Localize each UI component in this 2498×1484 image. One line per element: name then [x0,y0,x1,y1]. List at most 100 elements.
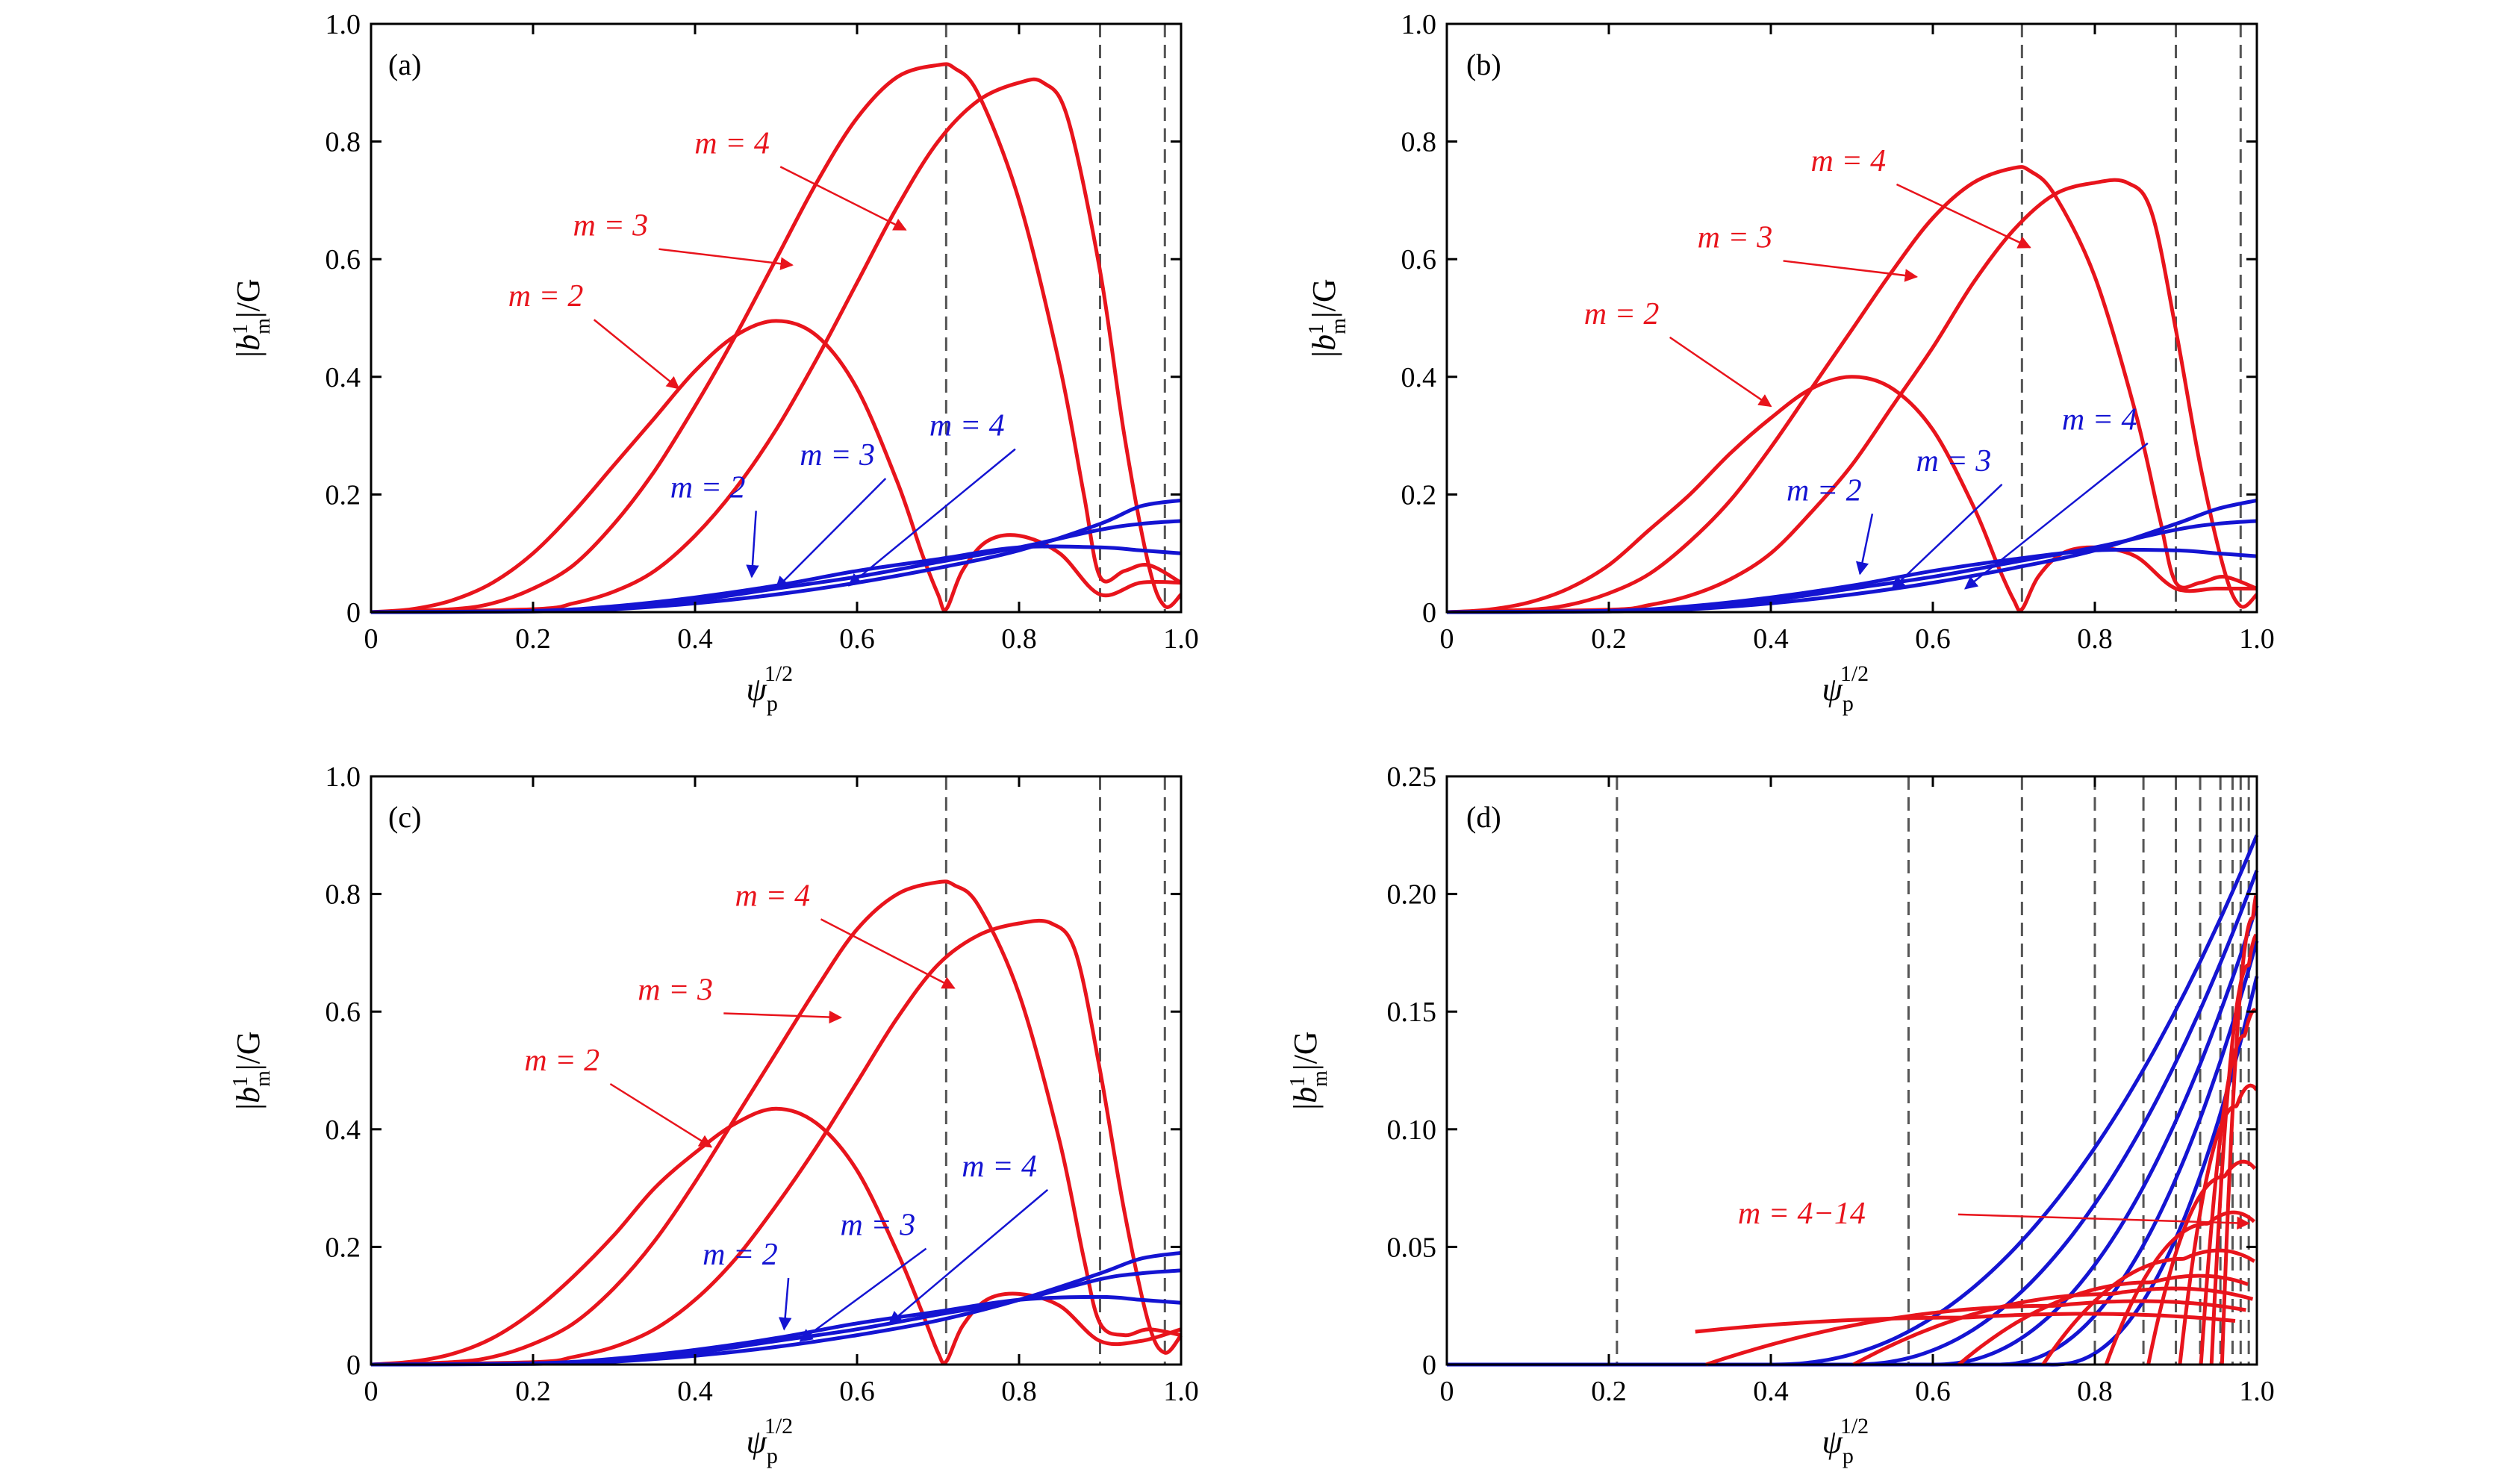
annotation-arrow-b-3 [1855,514,1874,576]
y-axis-pre-d: | [1287,1103,1324,1110]
x-tick-label-b-4: 0.8 [2077,623,2113,655]
x-axis-sub-a: p [767,691,778,716]
y-axis-symbol-a: b [230,334,267,351]
annotation-arrow-c-3 [778,1277,792,1331]
x-tick-label-d-3: 0.6 [1915,1376,1951,1407]
x-tick-label-c-0: 0 [364,1376,379,1407]
series-a-red-2 [370,77,1183,614]
y-tick-label-c-0: 0 [346,1350,361,1381]
y-tick-label-c-3: 0.6 [326,997,361,1028]
x-axis-sub-d: p [1843,1444,1854,1468]
y-axis-sup-a: 1 [229,324,252,334]
annotation-arrow-a-4 [775,478,887,590]
plot-frame-d [1445,775,2258,1366]
annotation-arrow-c-2 [820,918,956,989]
y-axis-post-d: |/G [1287,1031,1324,1070]
series-b-red-2 [1446,178,2258,614]
y-tick-label-d-5: 0.25 [1387,761,1437,793]
series-a-blue-4 [370,519,1182,614]
x-axis-sup-b: 1/2 [1840,661,1869,686]
x-tick-label-d-4: 0.8 [2077,1376,2113,1407]
y-axis-sub-c: m [252,1070,275,1087]
annotation-c-1: m = 3 [638,973,713,1007]
annotation-c-3: m = 2 [703,1238,778,1272]
x-tick-label-d-5: 1.0 [2239,1376,2275,1407]
y-tick-label-d-3: 0.15 [1387,997,1437,1028]
x-axis-sub-c: p [767,1444,778,1468]
annotation-arrow-a-0 [593,319,680,390]
series-d-blue-4 [1446,976,2259,1367]
x-tick-label-b-2: 0.4 [1753,623,1789,655]
x-tick-label-b-0: 0 [1440,623,1454,655]
series-c-red-2 [370,918,1183,1367]
y-tick-label-b-1: 0.2 [1401,479,1437,511]
annotation-arrow-c-4 [799,1247,927,1342]
annotation-b-5: m = 4 [2062,403,2137,437]
x-tick-label-c-2: 0.4 [677,1376,713,1407]
y-axis-sub-a: m [252,318,275,334]
y-tick-label-b-2: 0.4 [1401,362,1437,393]
y-tick-label-a-4: 0.8 [326,127,361,158]
series-d-red-4 [2041,1248,2255,1366]
x-axis-sub-b: p [1843,691,1854,716]
y-tick-label-b-3: 0.6 [1401,244,1437,275]
y-axis-label-b: |b1m|/G [1305,278,1351,357]
x-axis-label-b: ψp 1/2 [1822,661,1869,716]
series-c-blue-4 [370,1268,1182,1367]
panel-label-a: (a) [388,48,421,81]
annotation-a-2: m = 4 [694,126,770,160]
y-tick-label-a-2: 0.4 [326,362,361,393]
x-tick-label-b-3: 0.6 [1915,623,1951,655]
annotation-arrow-c-5 [888,1188,1049,1324]
y-axis-symbol-c: b [230,1087,267,1103]
series-b-blue-4 [1446,519,2258,614]
panel-label-d: (d) [1466,800,1501,834]
y-axis-post-c: |/G [230,1031,267,1070]
y-tick-label-d-1: 0.05 [1387,1232,1437,1263]
x-axis-label-a: ψp 1/2 [747,661,794,716]
annotation-a-3: m = 2 [670,470,746,505]
series-d-blue-0 [1446,834,2259,1367]
y-axis-label-a: |b1m|/G [229,278,275,357]
x-axis-symbol-d: ψ [1822,1424,1843,1460]
annotation-arrow-a-1 [658,248,794,270]
series-c-red-0 [370,1106,1182,1367]
annotation-arrow-b-4 [1891,483,2003,590]
series-d-red-6 [2146,1159,2257,1365]
annotation-c-2: m = 4 [735,879,811,913]
y-tick-label-d-0: 0 [1422,1350,1436,1381]
x-tick-label-a-3: 0.6 [839,623,875,655]
panel-label-c: (c) [388,800,421,834]
y-tick-label-c-2: 0.4 [326,1114,361,1146]
annotation-arrow-b-0 [1669,336,1772,408]
panel-label-b: (b) [1466,48,1501,81]
annotation-c-0: m = 2 [524,1044,599,1078]
y-axis-post-a: |/G [230,278,267,318]
x-tick-label-b-1: 0.2 [1591,623,1627,655]
x-tick-label-d-0: 0 [1440,1376,1454,1407]
y-axis-symbol-b: b [1306,334,1342,351]
series-d-red-10 [2220,895,2258,1365]
series-a-red-0 [370,319,1182,614]
x-tick-label-a-5: 1.0 [1163,623,1199,655]
x-tick-label-d-1: 0.2 [1591,1376,1627,1407]
annotation-b-1: m = 3 [1698,220,1773,255]
annotation-a-1: m = 3 [573,209,649,243]
annotation-c-4: m = 3 [841,1209,916,1243]
x-tick-label-c-4: 0.8 [1001,1376,1037,1407]
annotation-arrow-c-1 [723,1010,843,1024]
y-tick-label-c-5: 1.0 [326,761,361,793]
y-tick-label-b-0: 0 [1422,597,1436,629]
x-tick-label-d-2: 0.4 [1753,1376,1789,1407]
x-axis-symbol-a: ψ [747,671,767,708]
y-axis-pre-b: | [1306,351,1342,358]
x-tick-label-c-1: 0.2 [515,1376,551,1407]
x-axis-symbol-b: ψ [1822,671,1843,708]
y-axis-sup-b: 1 [1305,324,1328,334]
y-axis-sup-c: 1 [229,1076,252,1087]
chart-panel-d: (d) 0 0.2 0.4 0.6 0.8 1.0 0 0.05 0.10 0.15 0.20 0.2… [1286,761,2275,1468]
y-tick-label-b-4: 0.8 [1401,127,1437,158]
y-axis-post-b: |/G [1306,278,1342,318]
y-tick-label-b-5: 1.0 [1401,9,1437,40]
x-axis-sup-d: 1/2 [1840,1414,1869,1438]
